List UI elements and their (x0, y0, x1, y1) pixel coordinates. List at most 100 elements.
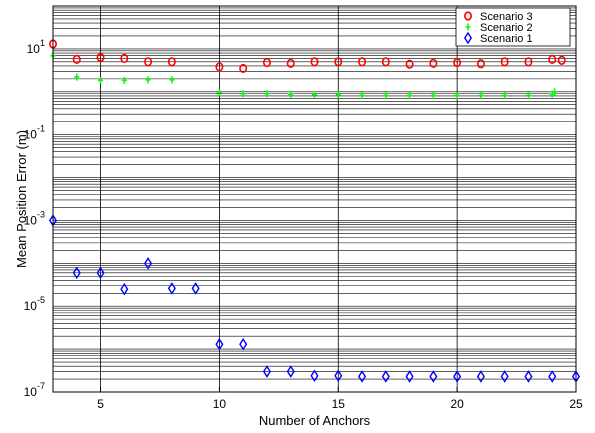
data-point (453, 57, 462, 68)
data-point (383, 91, 389, 99)
data-point (453, 370, 462, 383)
y-tick-label: 10-1 (24, 124, 45, 142)
data-point (216, 89, 222, 97)
y-tick-base: 10 (27, 42, 41, 56)
data-point (262, 57, 271, 68)
data-point (121, 76, 127, 84)
y-tick-exponent: -7 (37, 381, 45, 391)
data-point (286, 58, 295, 68)
data-point (120, 282, 129, 296)
data-point (500, 57, 509, 67)
x-tick-label: 15 (332, 397, 346, 411)
legend-marker (465, 23, 471, 31)
data-point (548, 54, 557, 64)
legend-box (455, 7, 571, 47)
data-point (381, 370, 390, 383)
x-tick-label: 25 (569, 397, 583, 411)
data-point (167, 57, 176, 67)
y-tick-base: 10 (24, 299, 38, 313)
data-point (167, 282, 176, 295)
data-point (476, 59, 485, 69)
x-tick-label: 20 (450, 397, 464, 411)
data-point (478, 91, 484, 99)
data-point (381, 57, 390, 67)
legend-entry-label: Scenario 3 (480, 11, 533, 23)
data-point (548, 370, 557, 383)
data-point (500, 370, 509, 383)
data-point (525, 91, 531, 99)
data-point (120, 53, 129, 64)
data-point (476, 370, 485, 383)
y-tick-label: 101 (27, 38, 45, 56)
y-tick-base: 10 (24, 385, 38, 399)
data-point (502, 91, 508, 99)
data-point (552, 88, 558, 96)
data-point (144, 257, 153, 270)
data-point (454, 91, 460, 99)
data-point (96, 52, 105, 63)
data-point (405, 59, 414, 69)
data-point (334, 57, 343, 67)
x-tick-label: 5 (97, 397, 104, 411)
data-point (334, 369, 343, 382)
y-tick-exponent: -5 (37, 295, 45, 305)
y-tick-label: 10-7 (24, 381, 45, 399)
y-tick-label: 10-5 (24, 295, 45, 313)
grid-lines (53, 6, 577, 393)
data-point (239, 63, 248, 74)
series-3 (48, 214, 581, 383)
data-point (74, 73, 80, 81)
data-point (405, 370, 414, 383)
y-tick-exponent: 1 (40, 38, 45, 48)
legend-marker (463, 31, 473, 45)
legend-entry-label: Scenario 1 (480, 33, 533, 45)
data-point (429, 58, 438, 68)
data-point (215, 337, 224, 351)
y-tick-base: 10 (24, 128, 38, 142)
data-point (310, 57, 319, 67)
series-1 (48, 39, 566, 74)
data-point (286, 365, 295, 378)
x-axis-label: Number of Anchors (259, 413, 371, 428)
data-point (264, 90, 270, 98)
data-point (429, 370, 438, 383)
y-axis-label: Mean Position Error (m) (14, 130, 29, 268)
data-point (358, 370, 367, 383)
legend-entry-label: Scenario 2 (480, 22, 533, 34)
x-tick-label: 10 (213, 397, 227, 411)
data-point (215, 62, 224, 72)
data-point (524, 370, 533, 383)
data-point (240, 90, 246, 98)
data-point (557, 55, 566, 65)
y-tick-base: 10 (24, 213, 38, 227)
y-tick-exponent: -3 (37, 209, 45, 219)
data-point (72, 54, 81, 64)
legend-marker (463, 11, 472, 21)
data-point (145, 76, 151, 84)
data-point (191, 282, 200, 295)
plot-frame (52, 5, 577, 393)
data-point (262, 365, 271, 378)
data-point (96, 266, 105, 280)
data-point (312, 91, 317, 99)
data-point (310, 369, 319, 382)
y-tick-label: 10-3 (24, 209, 45, 227)
data-point (407, 91, 413, 99)
data-point (144, 57, 153, 67)
data-point (359, 91, 365, 99)
data-point (288, 90, 294, 98)
data-point (239, 337, 248, 351)
y-tick-exponent: -1 (37, 124, 45, 134)
data-point (335, 91, 341, 99)
data-point (430, 91, 436, 99)
data-point (169, 76, 175, 84)
data-point (98, 76, 104, 84)
data-point (72, 266, 81, 280)
x-axis-ticks: 5 10 15 20 25 (97, 387, 583, 411)
data-point (524, 57, 533, 67)
data-point (358, 57, 367, 67)
